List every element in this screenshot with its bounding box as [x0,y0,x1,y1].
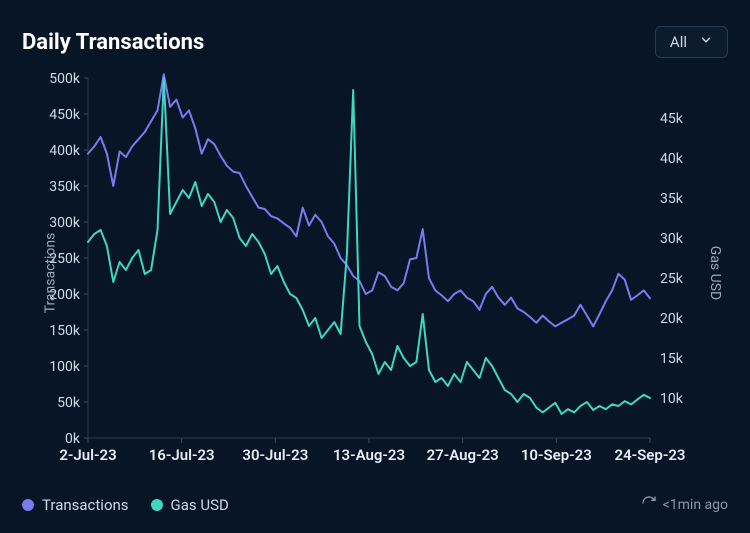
svg-text:150k: 150k [49,323,81,339]
chart-footer: Transactions Gas USD <1min ago [0,477,750,533]
svg-text:30k: 30k [660,231,684,247]
legend-label: Gas USD [171,496,229,514]
dot-icon [151,499,163,511]
svg-text:10k: 10k [660,391,684,407]
svg-text:15k: 15k [660,351,684,367]
legend-label: Transactions [42,496,129,514]
svg-text:10-Sep-23: 10-Sep-23 [521,446,592,464]
range-label: All [670,33,687,51]
svg-text:350k: 350k [49,179,81,195]
svg-text:27-Aug-23: 27-Aug-23 [427,446,499,464]
svg-text:400k: 400k [49,143,81,159]
svg-text:35k: 35k [660,191,684,207]
svg-text:0k: 0k [65,431,81,447]
svg-text:100k: 100k [49,359,81,375]
updated-label: <1min ago [663,497,728,513]
chart-area: Transactions Gas USD 0k50k100k150k200k25… [0,68,750,477]
right-axis-label: Gas USD [707,245,723,299]
svg-text:500k: 500k [49,71,81,87]
chevron-down-icon [699,33,713,51]
svg-text:300k: 300k [49,215,81,231]
svg-text:13-Aug-23: 13-Aug-23 [333,446,405,464]
refresh-icon [641,495,657,515]
left-axis-label: Transactions [42,232,58,313]
chart-header: Daily Transactions All [0,0,750,70]
range-selector[interactable]: All [655,26,728,58]
svg-text:20k: 20k [660,311,684,327]
legend-item-gas[interactable]: Gas USD [151,496,229,514]
svg-text:40k: 40k [660,151,684,167]
svg-text:450k: 450k [49,107,81,123]
legend-item-transactions[interactable]: Transactions [22,496,129,514]
svg-text:25k: 25k [660,271,684,287]
svg-text:2-Jul-23: 2-Jul-23 [59,446,116,464]
chart-svg: 0k50k100k150k200k250k300k350k400k450k500… [0,68,750,478]
svg-text:24-Sep-23: 24-Sep-23 [615,446,686,464]
svg-text:45k: 45k [660,111,684,127]
legend: Transactions Gas USD [22,496,229,514]
dot-icon [22,499,34,511]
updated-indicator[interactable]: <1min ago [641,495,728,515]
svg-text:30-Jul-23: 30-Jul-23 [242,446,308,464]
chart-title: Daily Transactions [22,30,204,55]
svg-text:50k: 50k [57,395,81,411]
svg-text:16-Jul-23: 16-Jul-23 [149,446,215,464]
